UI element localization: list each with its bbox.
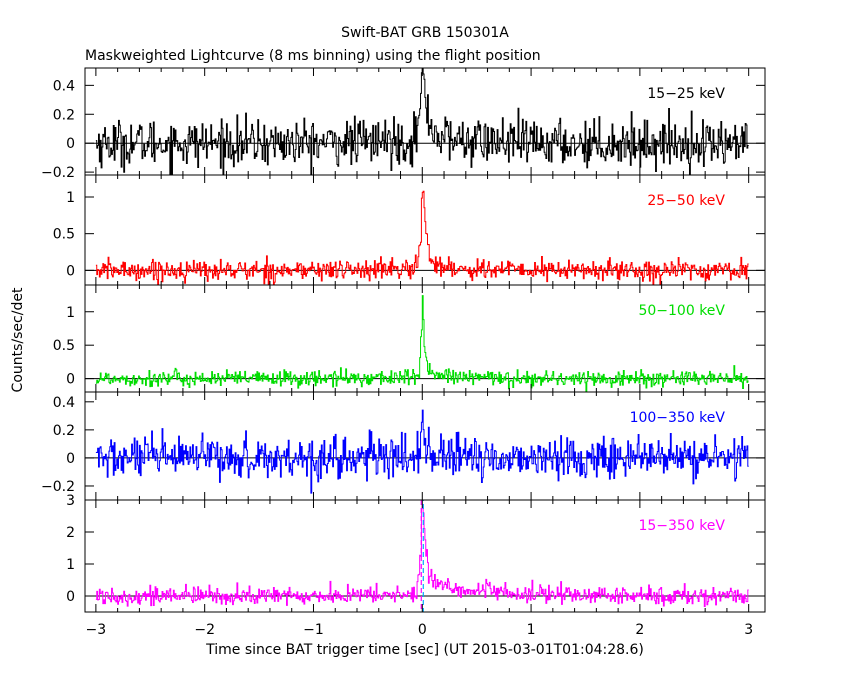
chart-title: Swift-BAT GRB 150301A — [341, 25, 509, 41]
x-tick-label: 1 — [527, 622, 536, 638]
x-tick-label: −2 — [194, 622, 215, 638]
x-axis-label: Time since BAT trigger time [sec] (UT 20… — [205, 642, 644, 658]
y-tick-label: 0.5 — [53, 338, 75, 354]
series-line-4 — [95, 409, 749, 494]
y-tick-label: 0.5 — [53, 227, 75, 243]
x-tick-label: −1 — [303, 622, 324, 638]
y-tick-label: 1 — [66, 557, 75, 573]
chart-subtitle: Maskweighted Lightcurve (8 ms binning) u… — [85, 48, 541, 64]
y-tick-label: 1 — [66, 190, 75, 206]
panel-frame — [84, 499, 766, 613]
y-tick-label: 0.2 — [53, 107, 75, 123]
y-tick-label: 0.2 — [53, 423, 75, 439]
y-tick-label: 1 — [66, 305, 75, 321]
y-tick-label: 2 — [66, 525, 75, 541]
y-tick-label: −0.2 — [41, 479, 75, 495]
y-tick-label: 0.4 — [53, 78, 75, 94]
y-axis-label: Counts/sec/det — [10, 287, 26, 392]
panel-3: 0 0.5 1 50−100 keV — [53, 284, 766, 393]
legend-label: 25−50 keV — [647, 193, 725, 209]
x-axis: −3 −2 −1 0 1 2 3 — [86, 622, 754, 638]
series-line-2 — [95, 190, 749, 285]
panel-5: 0 1 2 3 15−350 keV — [66, 493, 766, 613]
legend-label: 15−25 keV — [647, 86, 725, 102]
x-tick-label: −3 — [86, 622, 107, 638]
y-tick-label: 0 — [66, 136, 75, 152]
y-tick-label: 0 — [66, 372, 75, 388]
x-tick-label: 3 — [744, 622, 753, 638]
x-tick-label: 2 — [635, 622, 644, 638]
y-tick-label: −0.2 — [41, 165, 75, 181]
y-tick-label: 0.4 — [53, 395, 75, 411]
x-tick-label: 0 — [418, 622, 427, 638]
y-tick-label: 3 — [66, 493, 75, 509]
legend-label: 100−350 keV — [630, 410, 726, 426]
legend-label: 50−100 keV — [638, 303, 725, 319]
legend-label: 15−350 keV — [638, 518, 725, 534]
y-tick-label: 0 — [66, 589, 75, 605]
y-tick-label: 0 — [66, 263, 75, 279]
series-line-3 — [95, 295, 749, 392]
y-tick-label: 0 — [66, 451, 75, 467]
